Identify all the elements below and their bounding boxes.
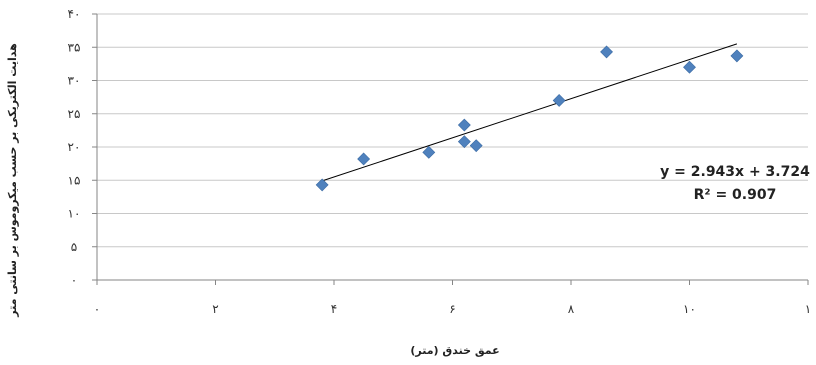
data-point-diamond (457, 118, 471, 132)
y-tick-label: ۵ (71, 240, 77, 254)
trendline-layer (321, 43, 738, 182)
tick-labels: ۰ ۵ ۱۰ ۱۵ ۲۰ ۲۵ ۳۰ ۳۵ ۴۰ ۰ ۲ ۴ ۶ ۸ ۱۰ ۱ (68, 7, 812, 316)
axes (92, 13, 809, 285)
data-point-diamond (315, 178, 329, 192)
data-point-diamond (600, 45, 613, 59)
x-tick-label: ۰ (94, 302, 100, 316)
data-point-diamond (730, 49, 744, 63)
gridlines (97, 13, 808, 248)
y-tick-label: ۲۰ (68, 140, 81, 154)
x-tick-label: ۴ (331, 302, 337, 316)
y-tick-label: ۳۵ (68, 40, 81, 54)
data-point-diamond (552, 94, 566, 107)
data-point-diamond (357, 152, 371, 166)
regression-equation: y = 2.943x + 3.724 (660, 164, 810, 180)
x-tick-label: ۶ (449, 302, 455, 316)
data-point-diamond (469, 139, 483, 153)
x-tick-label: ۸ (568, 302, 575, 316)
data-point-diamond (422, 145, 436, 159)
y-tick-label: ۳۰ (68, 74, 81, 88)
y-tick-label: ۱۰ (68, 207, 81, 221)
y-tick-label: ۰ (71, 273, 77, 287)
data-point-diamond (457, 135, 471, 149)
regression-trendline (321, 43, 738, 182)
y-tick-label: ۲۵ (68, 107, 81, 121)
y-tick-label: ۴۰ (68, 7, 81, 21)
x-tick-label: ۱۰ (683, 302, 696, 316)
y-axis-title: هدایت الکتریکی بر حسب میکروموس بر سانتی … (6, 43, 19, 317)
data-point-diamond (683, 60, 696, 74)
r-squared-label: R² = 0.907 (694, 187, 777, 203)
x-tick-label: ۲ (212, 302, 218, 316)
data-points (315, 45, 744, 192)
x-axis-title: عمق خندق (متر) (410, 344, 499, 357)
x-tick-label: ۱ (805, 302, 811, 316)
y-tick-label: ۱۵ (68, 173, 81, 187)
